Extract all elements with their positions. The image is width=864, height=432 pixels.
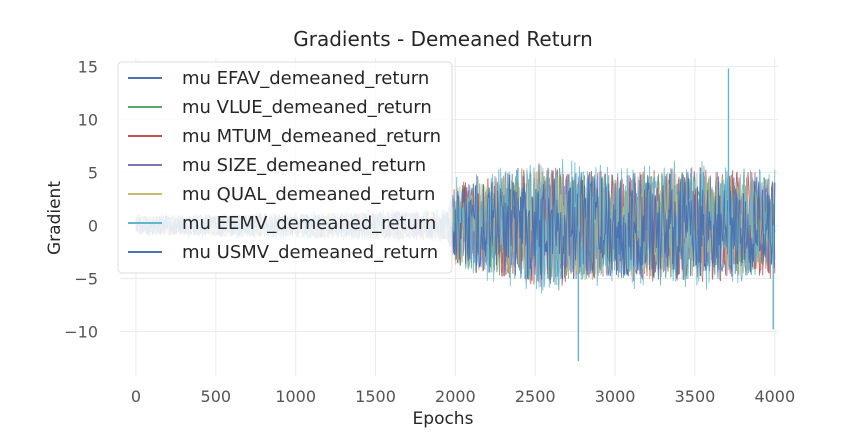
legend-entry: mu EEMV_demeaned_return bbox=[182, 213, 436, 234]
legend-entry: mu EFAV_demeaned_return bbox=[182, 68, 429, 89]
legend-entry: mu VLUE_demeaned_return bbox=[182, 97, 432, 118]
tick-labels: 0 500 1000 1500 2000 2500 3000 3500 4000 −10 −5 0 5 1… bbox=[64, 57, 795, 406]
x-axis-label: Epochs bbox=[413, 409, 474, 429]
legend-entry: mu USMV_demeaned_return bbox=[182, 242, 438, 263]
chart-title: Gradients - Demeaned Return bbox=[293, 27, 593, 51]
x-tick-label: 2000 bbox=[435, 387, 476, 406]
y-tick-label: −10 bbox=[64, 322, 98, 341]
y-tick-label: 10 bbox=[78, 110, 98, 129]
y-tick-label: −5 bbox=[74, 269, 98, 288]
x-tick-label: 4000 bbox=[754, 387, 795, 406]
x-tick-label: 0 bbox=[131, 387, 141, 406]
x-tick-label: 1500 bbox=[355, 387, 396, 406]
y-axis-label: Gradient bbox=[45, 181, 65, 255]
x-tick-label: 3000 bbox=[595, 387, 636, 406]
legend-entry: mu MTUM_demeaned_return bbox=[182, 126, 441, 147]
x-tick-label: 1000 bbox=[275, 387, 316, 406]
y-tick-label: 15 bbox=[78, 57, 98, 76]
x-tick-label: 2500 bbox=[515, 387, 556, 406]
y-tick-label: 0 bbox=[88, 216, 98, 235]
y-tick-label: 5 bbox=[88, 163, 98, 182]
legend-entry: mu QUAL_demeaned_return bbox=[182, 184, 435, 205]
x-tick-label: 500 bbox=[201, 387, 232, 406]
x-tick-label: 3500 bbox=[675, 387, 716, 406]
legend-entry: mu SIZE_demeaned_return bbox=[182, 155, 426, 176]
legend-box bbox=[117, 61, 453, 274]
